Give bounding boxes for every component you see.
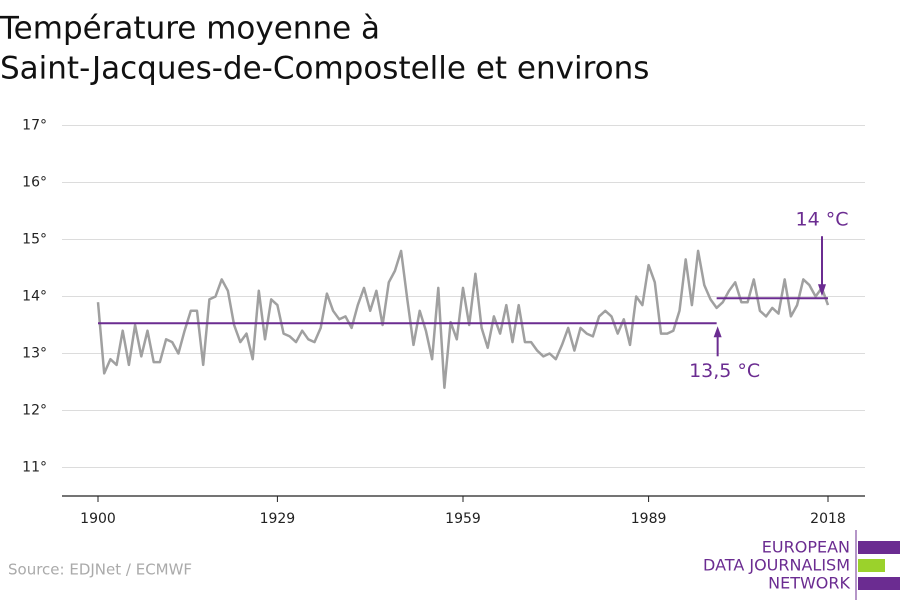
y-tick-label: 13°: [22, 346, 47, 362]
logo: EUROPEAN DATA JOURNALISM NETWORK: [703, 530, 900, 600]
logo-bar: [858, 577, 900, 590]
x-tick-label: 1989: [631, 511, 667, 527]
logo-bar: [858, 541, 900, 554]
line-series: [96, 249, 830, 389]
chart-title: Température moyenne à: [0, 11, 380, 47]
annotation-label: 14 °C: [796, 209, 849, 231]
annotation-arrowhead: [713, 326, 722, 338]
x-tick-label: 1959: [445, 511, 481, 527]
y-tick-label: 11°: [22, 460, 47, 476]
y-tick-label: 16°: [22, 175, 47, 191]
logo-bar: [858, 559, 885, 572]
annotation-arrowhead: [818, 284, 826, 297]
x-tick-label: 2018: [810, 511, 846, 527]
y-tick-label: 12°: [22, 403, 47, 419]
x-tick-label: 1929: [260, 511, 296, 527]
logo-text: EUROPEAN: [762, 538, 850, 557]
annotation-label: 13,5 °C: [689, 360, 760, 382]
y-tick-label: 15°: [22, 232, 47, 248]
y-tick-label: 14°: [22, 289, 47, 305]
source: Source: EDJNet / ECMWF: [8, 561, 192, 579]
y-tick-label: 17°: [22, 118, 47, 134]
logo-text: DATA JOURNALISM: [703, 556, 850, 575]
x-tick-label: 1900: [80, 511, 116, 527]
logo-text: NETWORK: [768, 574, 850, 593]
chart-subtitle: Saint-Jacques-de-Compostelle et environs: [0, 51, 649, 87]
